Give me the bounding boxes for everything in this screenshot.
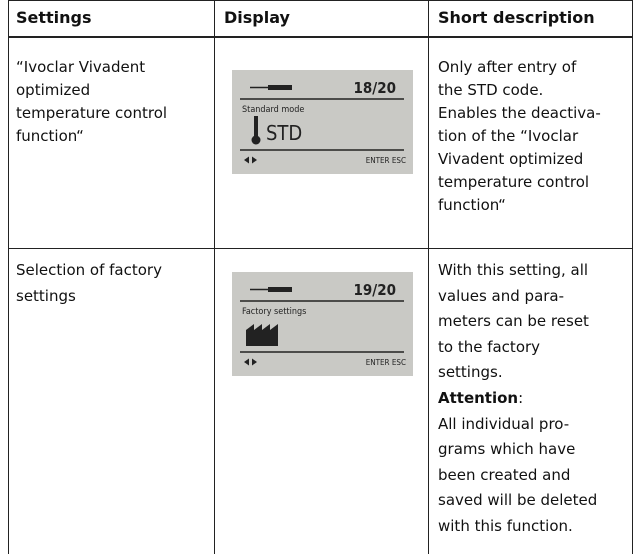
- description-text: With this setting, all: [438, 261, 589, 279]
- description-text: Only after entry of: [438, 58, 577, 76]
- thermometer-bulb: [251, 135, 261, 145]
- column-border: [214, 0, 215, 554]
- probe-icon: [268, 85, 292, 90]
- header-settings: Settings: [16, 8, 92, 27]
- arrow-keys: [244, 156, 257, 164]
- row-border: [8, 248, 633, 249]
- description-text: temperature control: [438, 173, 590, 191]
- probe-icon: [268, 287, 292, 292]
- setting-text: function“: [16, 127, 84, 145]
- display-screen: 18/20 Standard mode STD ENTER ESC: [232, 70, 413, 174]
- column-border: [8, 0, 9, 554]
- arrow-keys: [244, 358, 257, 366]
- display-keys: ENTER ESC: [366, 358, 406, 367]
- description-text: Enables the deactiva-: [438, 104, 601, 122]
- thermometer-icon: [254, 116, 258, 138]
- description-text: function“: [438, 196, 506, 214]
- setting-text: settings: [16, 286, 76, 305]
- note-text: with this function.: [438, 517, 573, 535]
- description-text: values and para-: [438, 286, 565, 305]
- display-counter: 19/20: [354, 281, 397, 299]
- header-border: [8, 36, 633, 38]
- row-border: [8, 0, 633, 1]
- setting-text: optimized: [16, 81, 91, 99]
- setting-text: “Ivoclar Vivadent: [16, 58, 146, 76]
- attention-label: Attention:: [438, 389, 524, 407]
- description-text: meters can be reset: [438, 312, 589, 331]
- setting-text: temperature control: [16, 104, 168, 122]
- setting-text: Selection of factory: [16, 261, 162, 279]
- header-description: Short description: [438, 8, 595, 27]
- description-text: tion of the “Ivoclar: [438, 127, 579, 145]
- attention-suffix: :: [518, 389, 524, 407]
- display-screen: 19/20 Factory settings ENTER ESC: [232, 272, 413, 376]
- display-mode: Standard mode: [242, 105, 304, 115]
- description-text: Vivadent optimized: [438, 150, 584, 168]
- header-display: Display: [224, 8, 290, 27]
- description-text: settings.: [438, 363, 503, 382]
- note-text: saved will be deleted: [438, 491, 598, 510]
- display-mode: Factory settings: [242, 307, 306, 317]
- display-keys: ENTER ESC: [366, 156, 406, 165]
- note-text: grams which have: [438, 440, 576, 459]
- factory-icon: [246, 324, 278, 346]
- note-text: been created and: [438, 465, 571, 484]
- description-text: to the factory: [438, 337, 541, 356]
- description-text: the STD code.: [438, 81, 544, 99]
- column-border: [428, 0, 429, 554]
- display-value: STD: [266, 121, 302, 145]
- display-counter: 18/20: [354, 79, 397, 97]
- note-text: All individual pro-: [438, 414, 570, 433]
- column-border: [632, 0, 633, 554]
